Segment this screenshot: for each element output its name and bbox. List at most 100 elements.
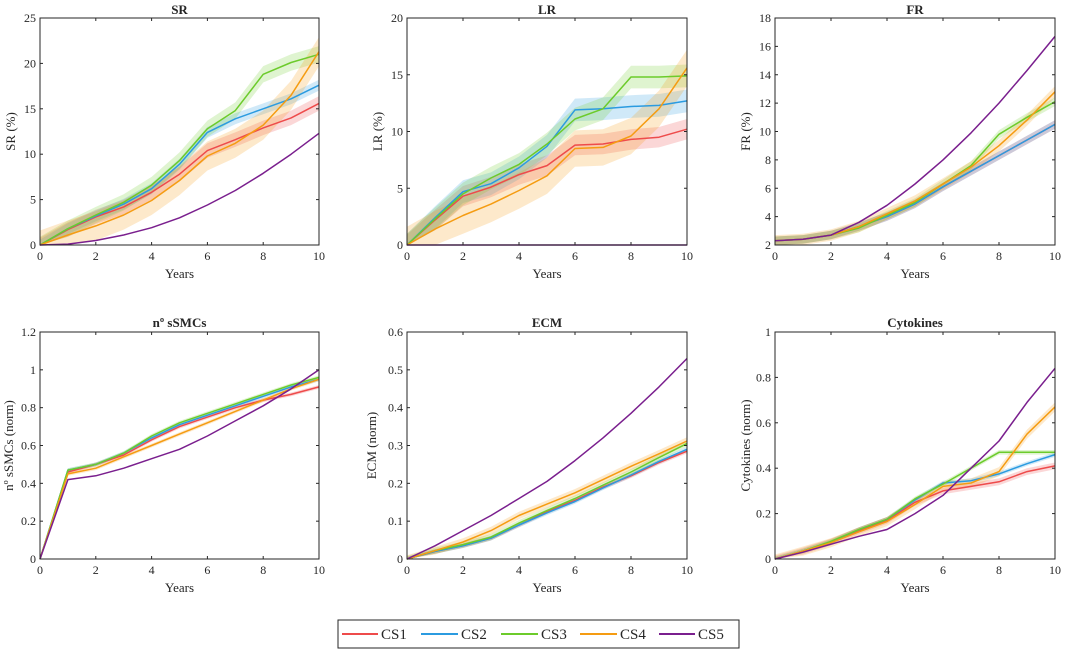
series-line-cs4: [39, 51, 320, 246]
series-line-cs3: [406, 442, 688, 560]
series-line-cs5: [406, 357, 688, 560]
legend: CS1 CS2 CS3 CS4 CS5: [337, 619, 740, 649]
x-tick-label: 10: [1049, 563, 1061, 577]
x-tick-label: 4: [149, 249, 155, 263]
y-axis-label: nº sSMCs (norm): [1, 400, 16, 491]
panel-sSMCs: nº sSMCs Years nº sSMCs (norm) 0 2 4 6 8 10 0 0…: [1, 315, 325, 595]
legend-entry-cs2: CS2: [421, 627, 487, 643]
band-cs2: [40, 79, 319, 245]
x-tick-label: 0: [404, 563, 410, 577]
series-line-cs3: [39, 53, 320, 246]
x-tick-label: 0: [37, 563, 43, 577]
series-line-cs4: [39, 378, 320, 560]
band-cs1: [407, 119, 687, 245]
legend-label: CS3: [541, 627, 567, 643]
y-tick-label: 0.5: [388, 363, 403, 377]
x-tick-label: 2: [460, 249, 466, 263]
y-tick-label: 20: [391, 11, 403, 25]
y-tick-label: 16: [759, 39, 771, 53]
axes-box: [774, 331, 1056, 560]
x-tick-label: 4: [516, 563, 522, 577]
legend-entry-cs1: CS1: [342, 627, 407, 643]
y-tick-label: 1: [30, 363, 36, 377]
y-tick-label: 0: [397, 552, 403, 566]
panel-title: ECM: [532, 315, 562, 330]
series-line-cs2: [406, 448, 688, 560]
x-tick-label: 8: [996, 249, 1002, 263]
legend-entry-cs4: CS4: [580, 627, 646, 643]
y-tick-label: 0.6: [21, 439, 36, 453]
x-axis-label: Years: [532, 580, 561, 595]
y-axis-label: FR (%): [738, 112, 753, 151]
x-tick-label: 0: [772, 249, 778, 263]
band-cs4: [40, 37, 319, 245]
x-tick-label: 2: [93, 563, 99, 577]
y-tick-label: 18: [759, 11, 771, 25]
legend-label: CS2: [461, 627, 487, 643]
y-tick-label: 0.3: [388, 439, 403, 453]
x-tick-label: 6: [204, 249, 210, 263]
x-tick-label: 10: [313, 249, 325, 263]
y-tick-label: 14: [759, 68, 771, 82]
band-cs4: [407, 49, 687, 245]
x-tick-label: 10: [681, 249, 693, 263]
panel-title: nº sSMCs: [153, 315, 207, 330]
y-tick-label: 1: [765, 325, 771, 339]
y-axis-label: Cytokines (norm): [738, 399, 753, 491]
y-tick-label: 4: [765, 210, 771, 224]
x-tick-label: 2: [93, 249, 99, 263]
x-tick-label: 8: [628, 249, 634, 263]
x-tick-label: 10: [313, 563, 325, 577]
band-cs3: [40, 46, 319, 245]
y-tick-label: 5: [30, 193, 36, 207]
series-line-cs5: [774, 35, 1056, 242]
legend-entry-cs5: CS5: [659, 627, 724, 643]
band-cs2: [775, 452, 1055, 559]
panel-title: LR: [538, 2, 557, 17]
y-tick-label: 0.2: [756, 507, 771, 521]
legend-entry-cs3: CS3: [501, 627, 567, 643]
y-tick-label: 0: [30, 552, 36, 566]
y-axis-label: ECM (norm): [364, 412, 379, 480]
x-tick-label: 10: [681, 563, 693, 577]
x-tick-label: 2: [460, 563, 466, 577]
y-tick-label: 0.1: [388, 514, 403, 528]
x-tick-label: 4: [884, 563, 890, 577]
y-axis-label: SR (%): [3, 112, 18, 151]
axes-box: [39, 17, 320, 246]
series-line-cs4: [406, 67, 688, 246]
band-cs3: [407, 64, 687, 245]
series-line-cs3: [406, 75, 688, 246]
y-tick-label: 15: [24, 102, 36, 116]
series-line-cs2: [406, 100, 688, 246]
x-tick-label: 6: [204, 563, 210, 577]
y-tick-label: 0.4: [388, 401, 403, 415]
x-tick-label: 8: [628, 563, 634, 577]
y-tick-label: 10: [759, 125, 771, 139]
panel-title: FR: [906, 2, 924, 17]
x-tick-label: 2: [828, 563, 834, 577]
x-tick-label: 4: [884, 249, 890, 263]
x-tick-label: 6: [940, 563, 946, 577]
x-axis-label: Years: [165, 266, 194, 281]
x-tick-label: 6: [940, 249, 946, 263]
y-tick-label: 2: [765, 238, 771, 252]
y-tick-label: 25: [24, 11, 36, 25]
x-tick-label: 8: [260, 563, 266, 577]
y-tick-label: 10: [24, 147, 36, 161]
y-tick-label: 20: [24, 56, 36, 70]
x-tick-label: 8: [260, 249, 266, 263]
y-tick-label: 15: [391, 68, 403, 82]
x-tick-label: 0: [772, 563, 778, 577]
series-line-cs3: [774, 451, 1055, 560]
series-line-cs1: [39, 102, 320, 246]
y-tick-label: 10: [391, 125, 403, 139]
series-line-cs3: [39, 376, 320, 560]
y-tick-label: 6: [765, 181, 771, 195]
panel-cytokines: Cytokines Years Cytokines (norm) 0 2 4 6 8 10…: [738, 315, 1061, 595]
y-tick-label: 0.6: [388, 325, 403, 339]
x-tick-label: 6: [572, 563, 578, 577]
y-tick-label: 5: [397, 181, 403, 195]
